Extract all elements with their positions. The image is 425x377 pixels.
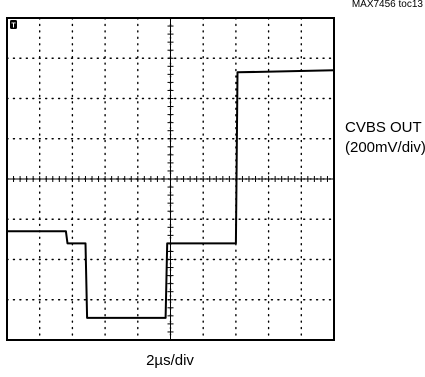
trace-label: CVBS OUT (200mV/div)	[345, 118, 425, 158]
timebase-label: 2µs/div	[146, 352, 194, 369]
figure-id: MAX7456 toc13	[351, 0, 423, 10]
traces	[7, 69, 335, 319]
trace-label-scale: (200mV/div)	[345, 139, 425, 156]
trigger-marker-box	[10, 20, 17, 29]
cvbs-out-trace	[7, 69, 335, 319]
trace-label-name: CVBS OUT	[345, 119, 422, 136]
center-axes	[7, 18, 334, 340]
trigger-marker-letter: T	[11, 23, 16, 30]
trigger-marker: T	[10, 20, 17, 30]
